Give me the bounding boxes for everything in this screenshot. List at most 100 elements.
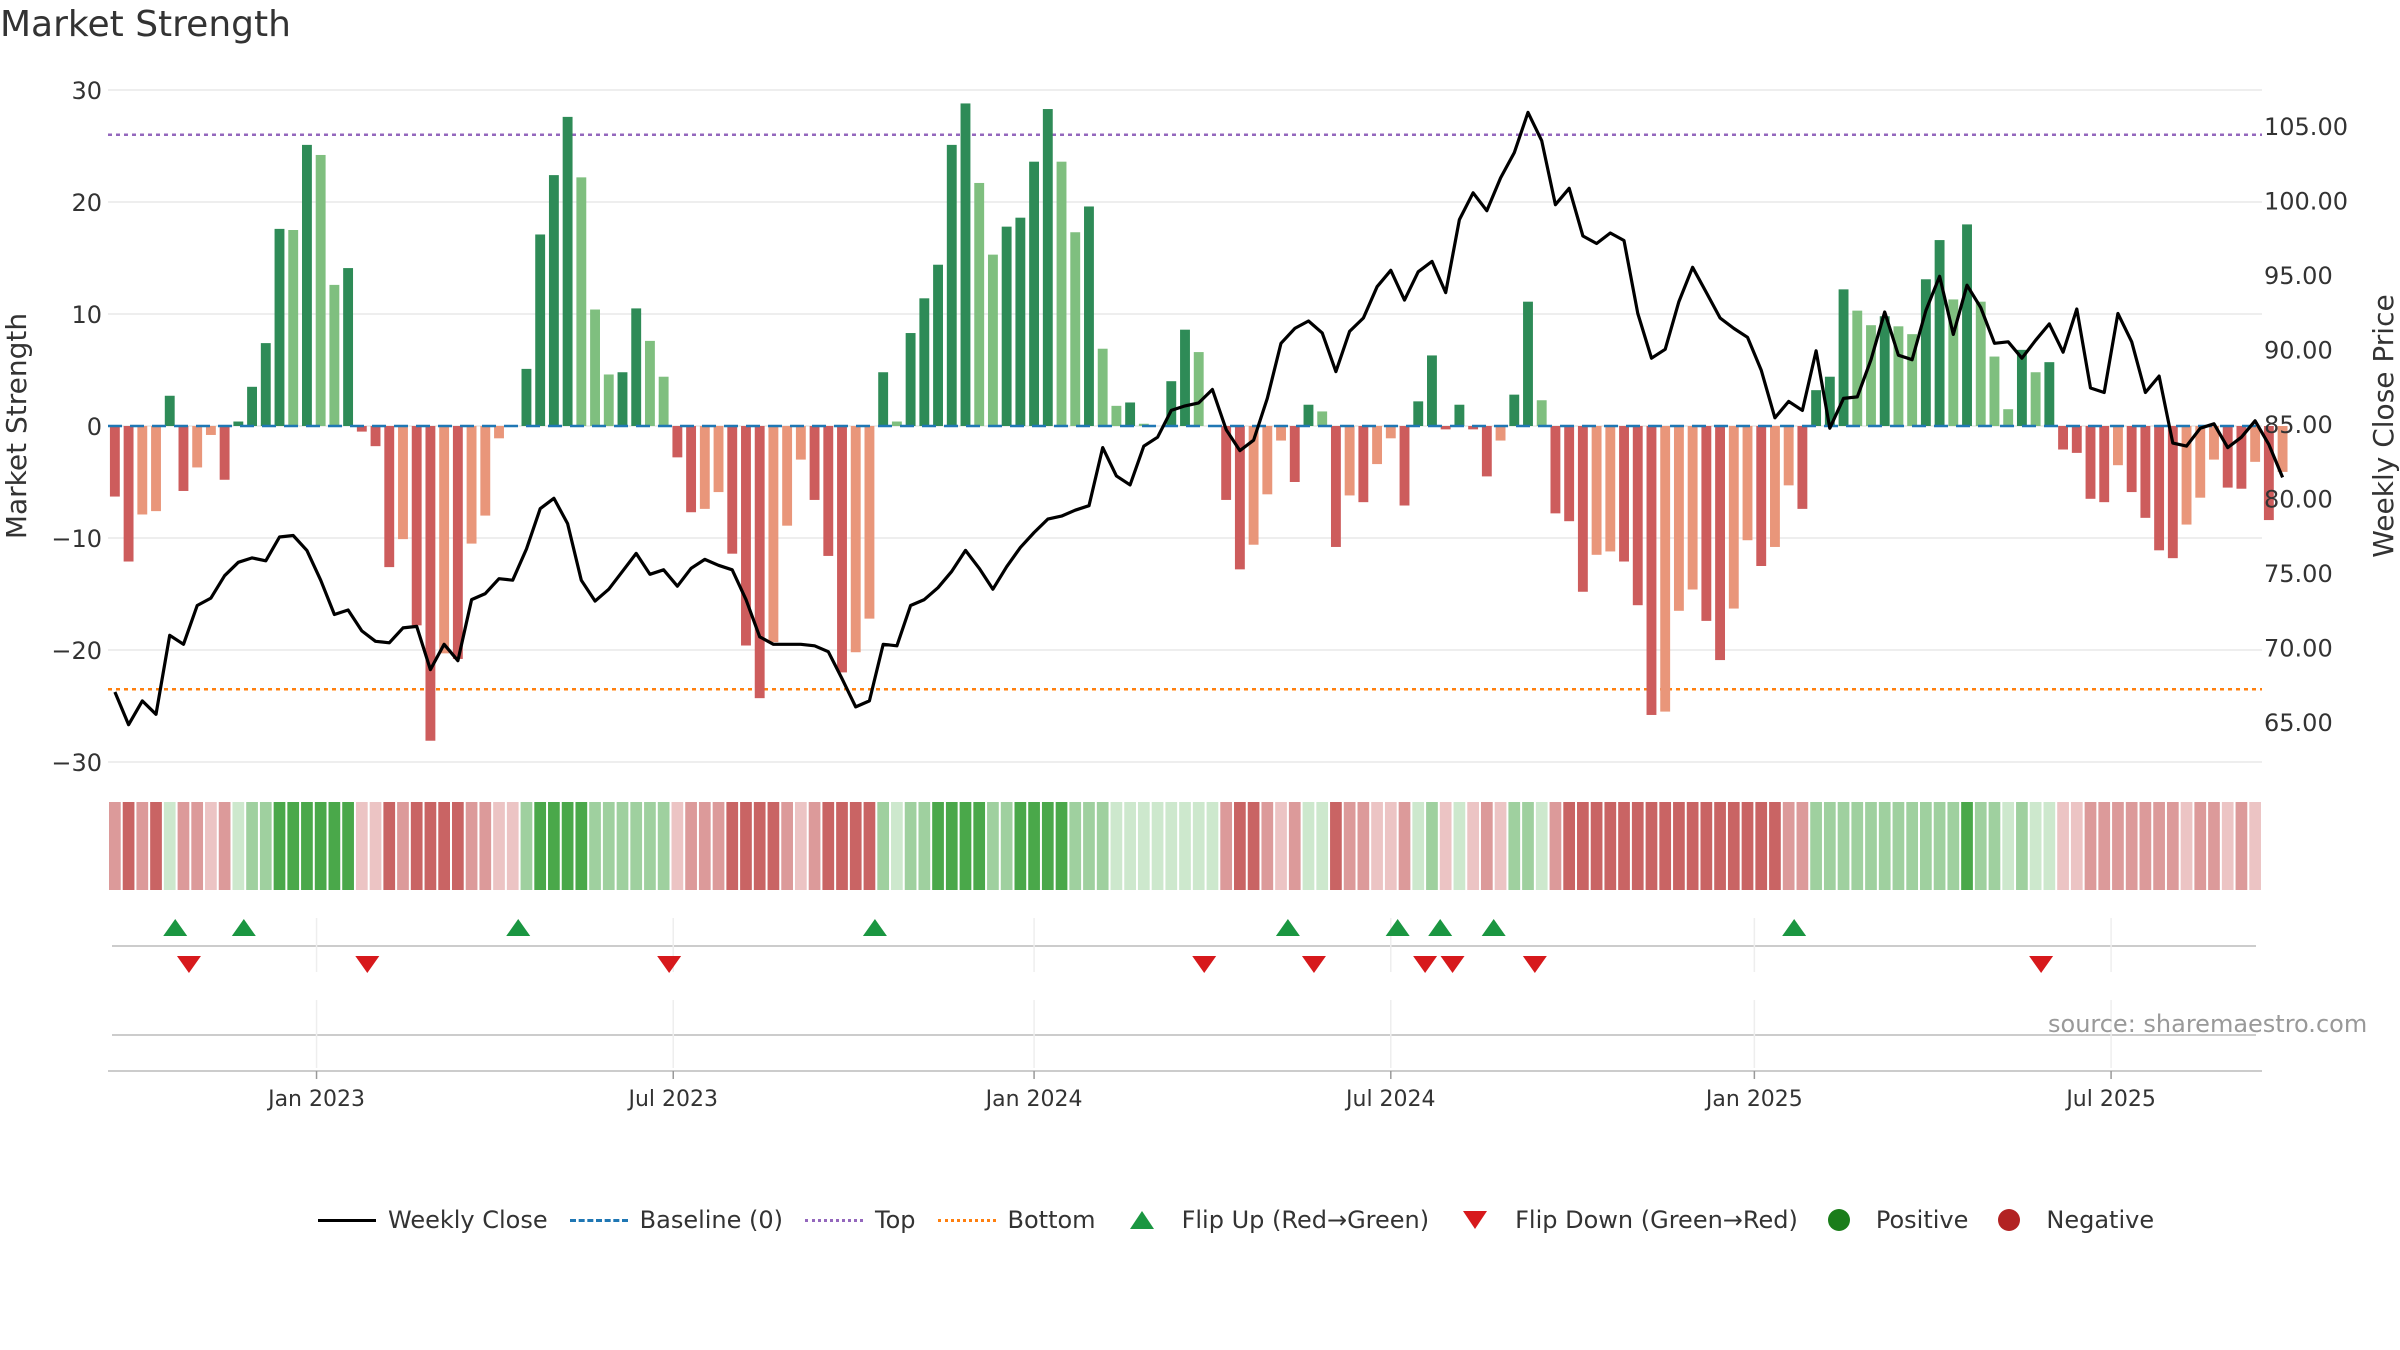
- strength-bar: [1907, 334, 1918, 426]
- strength-bar: [1605, 426, 1616, 552]
- strength-bar: [933, 264, 943, 426]
- gauge-cell: [1357, 802, 1370, 890]
- flip-up-marker: [1275, 919, 1300, 936]
- strength-bar: [864, 426, 875, 619]
- strength-bar: [823, 426, 834, 556]
- gauge-cell: [1480, 802, 1493, 890]
- strength-bar: [672, 426, 683, 458]
- legend-negative: Negative: [1990, 1206, 2154, 1234]
- strength-bar: [288, 230, 299, 426]
- gauge-cell: [1755, 802, 1768, 890]
- strength-bar: [1440, 426, 1451, 430]
- gauge-cell: [1014, 802, 1027, 890]
- gauge-cell: [1330, 802, 1342, 890]
- strength-bar: [1536, 400, 1547, 426]
- flip-up-marker: [1428, 919, 1453, 936]
- strength-bar: [1989, 356, 2000, 426]
- strength-bar: [1866, 325, 1876, 426]
- gauge-cell: [1700, 802, 1713, 890]
- strength-bar: [233, 421, 244, 426]
- strength-bar: [987, 254, 998, 426]
- flip-up-marker: [506, 919, 531, 936]
- gauge-cell: [1096, 802, 1109, 890]
- strength-bar: [1262, 426, 1273, 495]
- strength-bar: [1523, 301, 1533, 426]
- gauge-cell: [561, 802, 574, 890]
- gauge-cell: [2043, 802, 2056, 890]
- gauge-cell: [301, 802, 313, 890]
- gauge-cell: [1412, 802, 1425, 890]
- x-tick-label: Jan 2023: [266, 1087, 365, 1112]
- strength-bar: [1742, 426, 1753, 541]
- gauge-cell: [2070, 802, 2083, 890]
- gauge-cell: [2166, 802, 2179, 890]
- gauge-cell: [2112, 802, 2124, 890]
- gauge-cell: [1453, 802, 1466, 890]
- gauge-cell: [1892, 802, 1905, 890]
- strength-bar: [1811, 390, 1822, 426]
- gauge-cell: [1741, 802, 1754, 890]
- strength-bar: [974, 182, 985, 426]
- gauge-cell: [1522, 802, 1534, 890]
- gauge-cell: [849, 802, 862, 890]
- gauge-cell: [2002, 802, 2015, 890]
- gauge-cell: [904, 802, 917, 890]
- flip-down-marker: [176, 956, 201, 973]
- gauge-cell: [177, 802, 190, 890]
- y-right-tick-label: 90.00: [2264, 336, 2333, 364]
- green-dot-icon: [1827, 1209, 1850, 1231]
- strength-bar: [2222, 426, 2233, 488]
- weekly-close-line: [113, 110, 2285, 727]
- strength-bar: [2030, 372, 2041, 426]
- gauge-cell: [1439, 802, 1452, 890]
- strength-gauge-strip: [109, 802, 2261, 890]
- gauge-cell: [2057, 802, 2069, 890]
- strength-bar: [1180, 329, 1190, 426]
- gauge-cell: [465, 802, 478, 890]
- legend-line-dotted-purple-icon: [805, 1218, 864, 1222]
- strength-bar: [768, 426, 779, 643]
- strength-bar: [2263, 426, 2274, 521]
- gauge-cell: [877, 802, 890, 890]
- gauge-cell: [1686, 802, 1699, 890]
- gauge-cell: [1590, 802, 1603, 890]
- strength-bar: [1770, 426, 1780, 547]
- strength-bar: [1427, 355, 1437, 426]
- strength-bar: [1385, 426, 1396, 439]
- strength-bar: [1344, 426, 1355, 496]
- strength-bar: [741, 426, 751, 646]
- strength-bar: [1756, 426, 1767, 566]
- gauge-cell: [2194, 802, 2207, 890]
- strength-bar: [905, 333, 916, 426]
- gauge-cell: [1604, 802, 1617, 890]
- strength-bar: [809, 426, 820, 500]
- strength-bar: [1879, 316, 1890, 426]
- x-tick-label: Jan 2024: [984, 1087, 1083, 1112]
- strength-bar: [1056, 161, 1067, 426]
- gauge-cell: [1851, 802, 1864, 890]
- strength-bar: [1728, 426, 1739, 609]
- strength-bar: [699, 426, 710, 509]
- strength-bar: [2016, 349, 2027, 426]
- strength-bar: [727, 426, 738, 554]
- strength-bar: [1276, 426, 1286, 441]
- strength-bar: [1701, 426, 1712, 621]
- gauge-cell: [479, 802, 492, 890]
- strength-bar: [1248, 426, 1259, 545]
- gauge-cell: [1508, 802, 1521, 890]
- strength-bar: [1934, 240, 1945, 426]
- gauge-cell: [410, 802, 423, 890]
- flip-up-marker: [1782, 919, 1807, 936]
- strength-bar: [1509, 394, 1520, 426]
- legend-line-dotted-orange-icon: [937, 1218, 996, 1222]
- gauge-cell: [328, 802, 341, 890]
- gauge-cell: [1659, 802, 1672, 890]
- gauge-cell: [548, 802, 560, 890]
- strength-bar: [795, 426, 806, 460]
- gauge-cell: [1151, 802, 1164, 890]
- flip-up-marker: [1481, 919, 1506, 936]
- strength-bar: [1824, 376, 1835, 426]
- strength-bar: [2003, 409, 2014, 426]
- gauge-cell: [1673, 802, 1685, 890]
- y-right-axis-label: Weekly Close Price: [2367, 294, 2400, 557]
